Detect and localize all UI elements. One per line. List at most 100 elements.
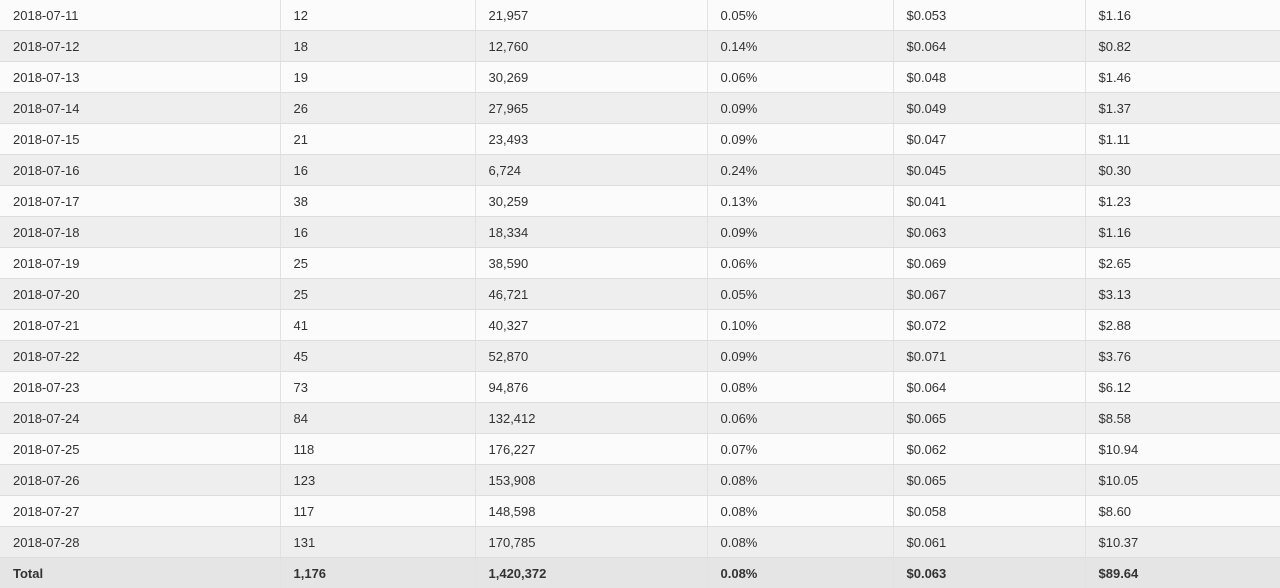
cell-ctr: 0.07% bbox=[707, 433, 894, 465]
cell-ctr: 0.06% bbox=[707, 61, 894, 93]
cell-clicks: 73 bbox=[280, 371, 476, 403]
cell-cpc: $0.064 bbox=[893, 30, 1086, 62]
cell-clicks: 25 bbox=[280, 278, 476, 310]
total-cell-date: Total bbox=[0, 557, 281, 588]
table-row: 2018-07-26 123 153,908 0.08% $0.065 $10.05 bbox=[0, 464, 1280, 496]
cell-cost: $0.30 bbox=[1085, 154, 1280, 186]
cell-impressions: 18,334 bbox=[475, 216, 708, 248]
cell-date: 2018-07-28 bbox=[0, 526, 281, 558]
cell-impressions: 132,412 bbox=[475, 402, 708, 434]
cell-date: 2018-07-27 bbox=[0, 495, 281, 527]
cell-impressions: 6,724 bbox=[475, 154, 708, 186]
table-row: 2018-07-23 73 94,876 0.08% $0.064 $6.12 bbox=[0, 371, 1280, 403]
cell-cpc: $0.045 bbox=[893, 154, 1086, 186]
cell-date: 2018-07-18 bbox=[0, 216, 281, 248]
table-row: 2018-07-25 118 176,227 0.07% $0.062 $10.94 bbox=[0, 433, 1280, 465]
cell-date: 2018-07-15 bbox=[0, 123, 281, 155]
cell-ctr: 0.06% bbox=[707, 247, 894, 279]
cell-ctr: 0.08% bbox=[707, 371, 894, 403]
cell-cpc: $0.062 bbox=[893, 433, 1086, 465]
cell-cpc: $0.069 bbox=[893, 247, 1086, 279]
cell-date: 2018-07-26 bbox=[0, 464, 281, 496]
cell-cpc: $0.049 bbox=[893, 92, 1086, 124]
cell-cpc: $0.071 bbox=[893, 340, 1086, 372]
cell-cost: $1.11 bbox=[1085, 123, 1280, 155]
cell-ctr: 0.09% bbox=[707, 92, 894, 124]
cell-cost: $1.37 bbox=[1085, 92, 1280, 124]
cell-cpc: $0.065 bbox=[893, 402, 1086, 434]
cell-impressions: 176,227 bbox=[475, 433, 708, 465]
cell-cpc: $0.061 bbox=[893, 526, 1086, 558]
table-row: 2018-07-28 131 170,785 0.08% $0.061 $10.37 bbox=[0, 526, 1280, 558]
cell-cpc: $0.063 bbox=[893, 216, 1086, 248]
table-row: 2018-07-15 21 23,493 0.09% $0.047 $1.11 bbox=[0, 123, 1280, 155]
total-cell-cpc: $0.063 bbox=[893, 557, 1086, 588]
table-row: 2018-07-24 84 132,412 0.06% $0.065 $8.58 bbox=[0, 402, 1280, 434]
cell-clicks: 12 bbox=[280, 0, 476, 31]
cell-clicks: 25 bbox=[280, 247, 476, 279]
cell-impressions: 27,965 bbox=[475, 92, 708, 124]
cell-cost: $6.12 bbox=[1085, 371, 1280, 403]
cell-cost: $3.13 bbox=[1085, 278, 1280, 310]
cell-clicks: 118 bbox=[280, 433, 476, 465]
cell-ctr: 0.14% bbox=[707, 30, 894, 62]
cell-impressions: 23,493 bbox=[475, 123, 708, 155]
cell-cpc: $0.041 bbox=[893, 185, 1086, 217]
cell-impressions: 21,957 bbox=[475, 0, 708, 31]
cell-date: 2018-07-13 bbox=[0, 61, 281, 93]
table-row: 2018-07-14 26 27,965 0.09% $0.049 $1.37 bbox=[0, 92, 1280, 124]
cell-cost: $1.46 bbox=[1085, 61, 1280, 93]
cell-ctr: 0.10% bbox=[707, 309, 894, 341]
cell-cost: $1.16 bbox=[1085, 216, 1280, 248]
cell-impressions: 30,269 bbox=[475, 61, 708, 93]
cell-date: 2018-07-21 bbox=[0, 309, 281, 341]
cell-ctr: 0.05% bbox=[707, 0, 894, 31]
cell-ctr: 0.09% bbox=[707, 123, 894, 155]
cell-date: 2018-07-14 bbox=[0, 92, 281, 124]
cell-clicks: 16 bbox=[280, 216, 476, 248]
cell-clicks: 84 bbox=[280, 402, 476, 434]
cell-cost: $8.60 bbox=[1085, 495, 1280, 527]
cell-clicks: 117 bbox=[280, 495, 476, 527]
table-row: 2018-07-16 16 6,724 0.24% $0.045 $0.30 bbox=[0, 154, 1280, 186]
cell-date: 2018-07-11 bbox=[0, 0, 281, 31]
cell-ctr: 0.24% bbox=[707, 154, 894, 186]
cell-date: 2018-07-24 bbox=[0, 402, 281, 434]
table-row: 2018-07-27 117 148,598 0.08% $0.058 $8.60 bbox=[0, 495, 1280, 527]
cell-cost: $2.65 bbox=[1085, 247, 1280, 279]
total-cell-impressions: 1,420,372 bbox=[475, 557, 708, 588]
cell-date: 2018-07-16 bbox=[0, 154, 281, 186]
cell-cost: $10.94 bbox=[1085, 433, 1280, 465]
cell-cpc: $0.065 bbox=[893, 464, 1086, 496]
cell-impressions: 94,876 bbox=[475, 371, 708, 403]
table-row: 2018-07-11 12 21,957 0.05% $0.053 $1.16 bbox=[0, 0, 1280, 31]
cell-ctr: 0.08% bbox=[707, 526, 894, 558]
table-row: 2018-07-12 18 12,760 0.14% $0.064 $0.82 bbox=[0, 30, 1280, 62]
cell-cpc: $0.048 bbox=[893, 61, 1086, 93]
cell-impressions: 52,870 bbox=[475, 340, 708, 372]
cell-ctr: 0.05% bbox=[707, 278, 894, 310]
cell-clicks: 16 bbox=[280, 154, 476, 186]
table-row: 2018-07-20 25 46,721 0.05% $0.067 $3.13 bbox=[0, 278, 1280, 310]
cell-cost: $2.88 bbox=[1085, 309, 1280, 341]
table-row: 2018-07-18 16 18,334 0.09% $0.063 $1.16 bbox=[0, 216, 1280, 248]
cell-cpc: $0.064 bbox=[893, 371, 1086, 403]
cell-cpc: $0.058 bbox=[893, 495, 1086, 527]
cell-cost: $1.16 bbox=[1085, 0, 1280, 31]
cell-date: 2018-07-22 bbox=[0, 340, 281, 372]
cell-impressions: 12,760 bbox=[475, 30, 708, 62]
cell-cost: $8.58 bbox=[1085, 402, 1280, 434]
cell-date: 2018-07-20 bbox=[0, 278, 281, 310]
cell-clicks: 123 bbox=[280, 464, 476, 496]
cell-cpc: $0.053 bbox=[893, 0, 1086, 31]
cell-impressions: 153,908 bbox=[475, 464, 708, 496]
table-row: 2018-07-21 41 40,327 0.10% $0.072 $2.88 bbox=[0, 309, 1280, 341]
cell-cost: $10.37 bbox=[1085, 526, 1280, 558]
table-row: 2018-07-19 25 38,590 0.06% $0.069 $2.65 bbox=[0, 247, 1280, 279]
cell-cost: $0.82 bbox=[1085, 30, 1280, 62]
cell-clicks: 21 bbox=[280, 123, 476, 155]
cell-ctr: 0.08% bbox=[707, 464, 894, 496]
total-cell-cost: $89.64 bbox=[1098, 565, 1139, 581]
